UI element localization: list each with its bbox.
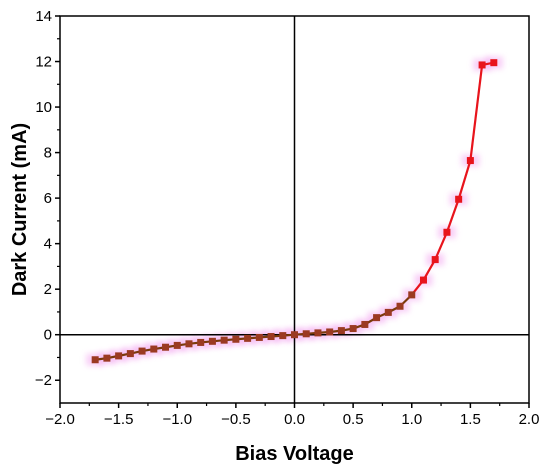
data-point: [291, 331, 298, 339]
data-point: [232, 335, 240, 343]
data-point: [337, 327, 345, 335]
data-point: [91, 356, 99, 364]
data-point: [431, 256, 439, 264]
y-axis-title: Dark Current (mA): [9, 123, 31, 296]
y-tick-label: 8: [44, 145, 52, 162]
data-point: [162, 343, 170, 351]
series-line-segment: [434, 231, 448, 261]
data-point: [255, 333, 263, 341]
data-point: [443, 228, 451, 236]
series-layer: [91, 59, 498, 364]
data-point: [314, 329, 322, 337]
y-tick-label: 10: [35, 99, 52, 116]
zero-lines: [60, 16, 529, 403]
series-line-segment: [469, 64, 484, 161]
x-tick-label: −1.5: [104, 411, 134, 428]
y-tick-label: 0: [44, 327, 52, 344]
x-tick-label: 0.0: [284, 411, 305, 428]
x-tick-label: −2.0: [45, 411, 75, 428]
x-tick-label: 0.5: [343, 411, 364, 428]
y-tick-label: −2: [35, 372, 52, 389]
x-tick-label: 2.0: [519, 411, 540, 428]
data-point: [126, 350, 134, 358]
tick-marks: [55, 15, 530, 408]
y-tick-label: 14: [35, 8, 52, 25]
tick-labels: −2.0 −1.5 −1.0 −0.5 0.0 0.5 1.0 1.5 2.0 −2 0 2 4 6 8 10…: [35, 8, 540, 428]
data-point: [150, 345, 158, 353]
data-point: [279, 332, 287, 340]
data-point: [326, 328, 334, 336]
data-point: [220, 336, 228, 344]
series-line-segment: [457, 160, 472, 200]
data-point: [408, 291, 416, 299]
data-point: [173, 341, 181, 349]
data-point: [185, 340, 193, 348]
data-point: [396, 302, 404, 310]
data-point: [244, 334, 252, 342]
data-point: [455, 195, 463, 203]
data-point: [419, 276, 427, 284]
x-tick-label: −1.0: [162, 411, 192, 428]
data-point: [208, 337, 216, 345]
data-point: [349, 325, 357, 333]
x-axis-title: Bias Voltage: [235, 443, 354, 465]
data-point: [490, 59, 498, 67]
data-point: [267, 333, 275, 341]
y-tick-label: 4: [44, 236, 52, 253]
data-point: [373, 314, 381, 322]
y-tick-label: 12: [35, 54, 52, 71]
data-point: [197, 338, 205, 346]
data-point: [115, 352, 123, 360]
x-tick-label: −0.5: [221, 411, 251, 428]
data-point: [103, 354, 111, 362]
data-point: [361, 320, 369, 328]
data-point: [384, 308, 392, 316]
data-point: [138, 347, 146, 355]
data-point: [466, 157, 474, 165]
series-line-segment: [445, 198, 460, 233]
y-tick-label: 2: [44, 281, 52, 298]
data-point: [302, 330, 310, 338]
x-tick-label: 1.0: [401, 411, 422, 428]
x-tick-label: 1.5: [460, 411, 481, 428]
data-point: [478, 61, 486, 69]
y-tick-label: 6: [44, 190, 52, 207]
